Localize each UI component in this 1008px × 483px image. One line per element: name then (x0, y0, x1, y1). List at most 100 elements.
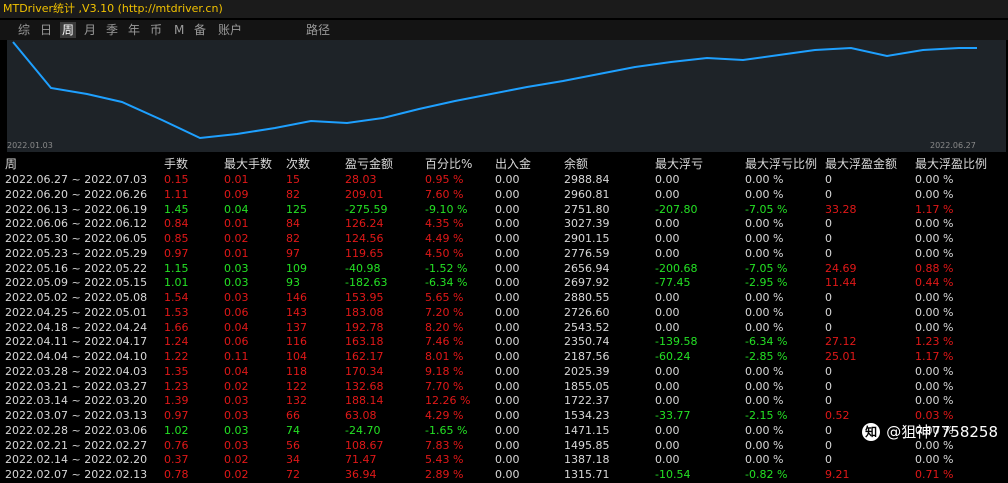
table-cell: -0.82 % (745, 468, 788, 481)
table-cell: 1.23 % (915, 335, 954, 349)
table-cell: -6.34 % (425, 276, 468, 290)
tab-7[interactable]: M (174, 23, 185, 37)
table-cell: 0.44 % (915, 276, 954, 290)
table-cell: 0 (825, 379, 832, 393)
table-row[interactable]: 2022.04.04 ~ 2022.04.10 1.22 0.11 104 162.17… (0, 349, 1008, 365)
table-cell: 126.24 (345, 217, 384, 231)
tab-2[interactable]: 周 (60, 22, 77, 38)
table-cell: 0.88 % (915, 261, 954, 275)
table-cell: -1.52 % (425, 261, 468, 275)
table-cell: 0.00 % (745, 305, 784, 319)
table-cell: 1.02 (164, 423, 189, 437)
equity-chart-svg (12, 41, 977, 140)
table-cell: -7.05 % (745, 261, 788, 275)
table-cell: 27.12 (825, 335, 857, 349)
table-cell: 93 (286, 276, 300, 290)
table-cell: 0 (825, 320, 832, 334)
table-row[interactable]: 2022.02.28 ~ 2022.03.06 1.02 0.03 74 -24.70 -… (0, 423, 1008, 439)
table-cell: 0.00 % (745, 173, 784, 186)
table-cell: 2022.05.09 ~ 2022.05.15 (5, 276, 148, 290)
table-row[interactable]: 2022.02.14 ~ 2022.02.20 0.37 0.02 34 71.47 5.… (0, 452, 1008, 468)
table-cell: 0.00 % (745, 364, 784, 378)
table-cell: 12.26 % (425, 394, 471, 408)
table-cell: 2022.05.16 ~ 2022.05.22 (5, 261, 148, 275)
table-cell: -2.15 % (745, 409, 788, 422)
table-cell: 0.00 (495, 232, 520, 245)
zhihu-logo-icon: 知 (862, 422, 881, 441)
table-cell: 170.34 (345, 364, 384, 378)
table-row[interactable]: 2022.05.30 ~ 2022.06.05 0.85 0.02 82 124.56 4… (0, 231, 1008, 247)
table-cell: 0.03 (224, 423, 249, 437)
table-row[interactable]: 2022.02.07 ~ 2022.02.13 0.78 0.02 72 36.94 2.… (0, 467, 1008, 483)
table-cell: 2.89 % (425, 468, 464, 481)
table-row[interactable]: 2022.05.23 ~ 2022.05.29 0.97 0.01 97 119.65 4… (0, 246, 1008, 262)
table-cell: 0.01 (224, 246, 249, 260)
table-row[interactable]: 2022.02.21 ~ 2022.02.27 0.76 0.03 56 108.67 7… (0, 438, 1008, 454)
table-cell: 1495.85 (564, 438, 610, 452)
table-cell: 0.00 (495, 276, 520, 290)
equity-line (12, 41, 977, 140)
table-row[interactable]: 2022.04.11 ~ 2022.04.17 1.24 0.06 116 163.18… (0, 334, 1008, 350)
table-cell: 0 (825, 232, 832, 245)
table-cell: 0.04 (224, 202, 249, 216)
table-cell: 0.00 % (915, 438, 954, 452)
table-cell: -10.54 (655, 468, 691, 481)
table-cell: 25.01 (825, 350, 857, 363)
tab-5[interactable]: 年 (128, 23, 141, 37)
table-cell: 0.00 % (915, 423, 954, 437)
table-row[interactable]: 2022.05.09 ~ 2022.05.15 1.01 0.03 93 -182.63… (0, 275, 1008, 291)
table-cell: 0.04 (224, 364, 249, 378)
table-cell: 34 (286, 453, 300, 467)
tab-10[interactable]: 路径 (306, 23, 331, 37)
table-cell: 0.04 (224, 320, 249, 334)
table-cell: 2022.02.07 ~ 2022.02.13 (5, 468, 148, 481)
table-cell: 188.14 (345, 394, 384, 408)
tab-4[interactable]: 季 (106, 23, 119, 37)
tab-6[interactable]: 币 (150, 23, 163, 37)
table-row[interactable]: 2022.06.06 ~ 2022.06.12 0.84 0.01 84 126.24 4… (0, 216, 1008, 232)
table-cell: 1.22 (164, 350, 189, 363)
tab-8[interactable]: 备 (194, 23, 207, 37)
table-cell: 183.08 (345, 305, 384, 319)
table-cell: 0.00 % (745, 246, 784, 260)
tab-1[interactable]: 日 (40, 23, 53, 37)
table-cell: -24.70 (345, 423, 381, 437)
table-cell: 0.11 (224, 350, 249, 363)
table-cell: 0 (825, 217, 832, 231)
table-cell: 1.11 (164, 187, 189, 201)
table-row[interactable]: 2022.03.14 ~ 2022.03.20 1.39 0.03 132 188.14… (0, 393, 1008, 409)
table-cell: 0.06 (224, 305, 249, 319)
tab-0[interactable]: 综 (18, 23, 31, 37)
table-cell: 0.00 (495, 409, 520, 422)
table-row[interactable]: 2022.03.07 ~ 2022.03.13 0.97 0.03 66 63.08 4.… (0, 408, 1008, 424)
table-row[interactable]: 2022.04.18 ~ 2022.04.24 1.66 0.04 137 192.78… (0, 320, 1008, 336)
table-row[interactable]: 2022.03.28 ~ 2022.04.03 1.35 0.04 118 170.34… (0, 364, 1008, 380)
tab-9[interactable]: 账户 (218, 23, 243, 37)
watermark-text: @狙神7758258 (886, 423, 998, 441)
table-row[interactable]: 2022.05.16 ~ 2022.05.22 1.15 0.03 109 -40.98… (0, 261, 1008, 277)
table-cell: -60.24 (655, 350, 691, 363)
table-cell: 0.78 (164, 468, 189, 481)
table-row[interactable]: 2022.05.02 ~ 2022.05.08 1.54 0.03 146 153.95… (0, 290, 1008, 306)
table-cell: 4.35 % (425, 217, 464, 231)
header-cell: 最大浮盈比例 (915, 157, 988, 171)
table-cell: 0.71 % (915, 468, 954, 481)
table-cell: 0.97 (164, 409, 189, 422)
table-row[interactable]: 2022.04.25 ~ 2022.05.01 1.53 0.06 143 183.08… (0, 305, 1008, 321)
table-cell: 0.03 (224, 409, 249, 422)
table-cell: 7.70 % (425, 379, 464, 393)
table-cell: 0.00 (495, 246, 520, 260)
table-cell: 2022.06.20 ~ 2022.06.26 (5, 187, 148, 201)
table-cell: 36.94 (345, 468, 377, 481)
table-cell: 0.00 (655, 364, 680, 378)
table-row[interactable]: 2022.06.27 ~ 2022.07.03 0.15 0.01 15 28.03 0.… (0, 172, 1008, 188)
table-cell: -7.05 % (745, 202, 788, 216)
table-cell: 2751.80 (564, 202, 610, 216)
table-row[interactable]: 2022.06.20 ~ 2022.06.26 1.11 0.09 82 209.01 7… (0, 187, 1008, 203)
table-cell: 0 (825, 291, 832, 304)
table-cell: 118 (286, 364, 307, 378)
table-row[interactable]: 2022.03.21 ~ 2022.03.27 1.23 0.02 122 132.68… (0, 379, 1008, 395)
tab-3[interactable]: 月 (84, 23, 97, 37)
table-row[interactable]: 2022.06.13 ~ 2022.06.19 1.45 0.04 125 -275.5… (0, 202, 1008, 218)
header-cell: 周 (5, 157, 18, 171)
